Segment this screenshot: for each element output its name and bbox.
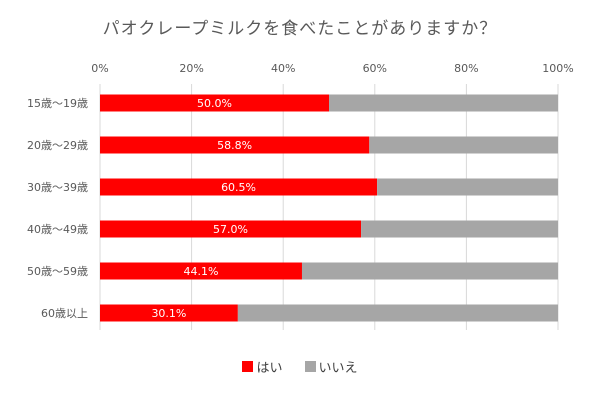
x-tick-label: 60%	[363, 62, 387, 75]
bar-yes	[100, 304, 238, 322]
legend-swatch-yes	[242, 361, 254, 372]
data-label: 44.1%	[184, 265, 219, 278]
x-tick-label: 80%	[454, 62, 478, 75]
category-label: 20歳〜29歳	[27, 139, 88, 152]
legend: はい いいえ	[0, 357, 600, 376]
bar-no	[377, 178, 558, 196]
category-label: 50歳〜59歳	[27, 265, 88, 278]
x-tick-label: 40%	[271, 62, 295, 75]
bar-no	[237, 304, 558, 322]
chart-title: パオクレープミルクを食べたことがありますか？	[102, 19, 498, 39]
bar-yes	[100, 136, 370, 154]
legend-item-yes: はい	[242, 357, 283, 376]
bar-no	[301, 262, 558, 280]
bar-no	[329, 94, 558, 112]
legend-item-no: いいえ	[304, 357, 358, 376]
bar-yes	[100, 178, 378, 196]
bar-yes	[100, 220, 362, 238]
x-tick-label: 0%	[91, 62, 108, 75]
bar-no	[361, 220, 558, 238]
x-tick-label: 100%	[542, 62, 573, 75]
legend-label-yes: はい	[256, 361, 283, 376]
data-label: 58.8%	[217, 139, 252, 152]
legend-swatch-no	[304, 361, 316, 372]
data-label: 30.1%	[151, 307, 186, 320]
data-label: 60.5%	[221, 181, 256, 194]
x-tick-label: 20%	[179, 62, 203, 75]
bar-yes	[100, 94, 329, 112]
category-label: 40歳〜49歳	[27, 223, 88, 236]
data-label: 50.0%	[197, 97, 232, 110]
legend-label-no: いいえ	[318, 361, 358, 376]
bar-no	[369, 136, 558, 154]
category-label: 15歳〜19歳	[27, 97, 88, 110]
bar-yes	[100, 262, 302, 280]
category-label: 30歳〜39歳	[27, 181, 88, 194]
data-label: 57.0%	[213, 223, 248, 236]
category-label: 60歳以上	[41, 307, 88, 320]
